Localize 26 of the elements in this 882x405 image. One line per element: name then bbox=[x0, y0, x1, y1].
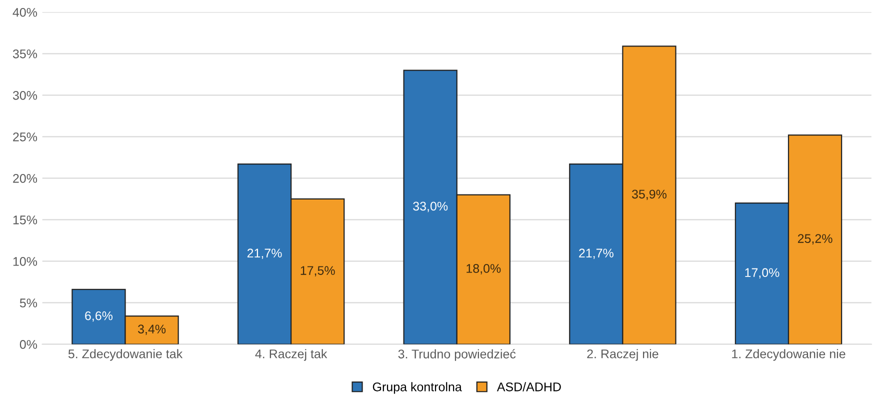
legend-label: Grupa kontrolna bbox=[372, 382, 462, 394]
legend-label: ASD/ADHD bbox=[496, 382, 561, 392]
data-label: 35,9% bbox=[632, 190, 666, 200]
data-label: 17,0% bbox=[745, 268, 780, 279]
y-tick-label: 15% bbox=[13, 216, 38, 224]
data-label: 6,6% bbox=[85, 311, 113, 322]
data-label: 18,0% bbox=[466, 264, 501, 274]
x-tick-label: 5. Zdecydowanie tak bbox=[68, 349, 183, 361]
y-tick-label: 0% bbox=[20, 340, 38, 349]
data-label: 33,0% bbox=[413, 202, 448, 212]
data-label: 17,5% bbox=[300, 266, 335, 276]
data-label: 3,4% bbox=[138, 324, 166, 335]
y-tick-label: 40% bbox=[12, 8, 38, 17]
x-tick-label: 2. Raczej nie bbox=[587, 349, 658, 361]
y-tick-label: 30% bbox=[12, 90, 38, 100]
x-tick-label: 4. Raczej tak bbox=[255, 349, 328, 361]
y-tick-label: 5% bbox=[20, 298, 38, 308]
y-tick-label: 25% bbox=[13, 132, 38, 142]
x-tick-label: 3. Trudno powiedzieć bbox=[398, 349, 516, 361]
data-label: 21,7% bbox=[247, 248, 282, 259]
data-label: 25,2% bbox=[798, 234, 832, 244]
y-tick-label: 20% bbox=[13, 174, 38, 183]
y-tick-label: 35% bbox=[12, 49, 38, 58]
x-tick-label: 1. Zdecydowanie nie bbox=[732, 349, 846, 361]
data-label: 21,7% bbox=[579, 248, 614, 259]
y-tick-label: 10% bbox=[13, 257, 38, 266]
